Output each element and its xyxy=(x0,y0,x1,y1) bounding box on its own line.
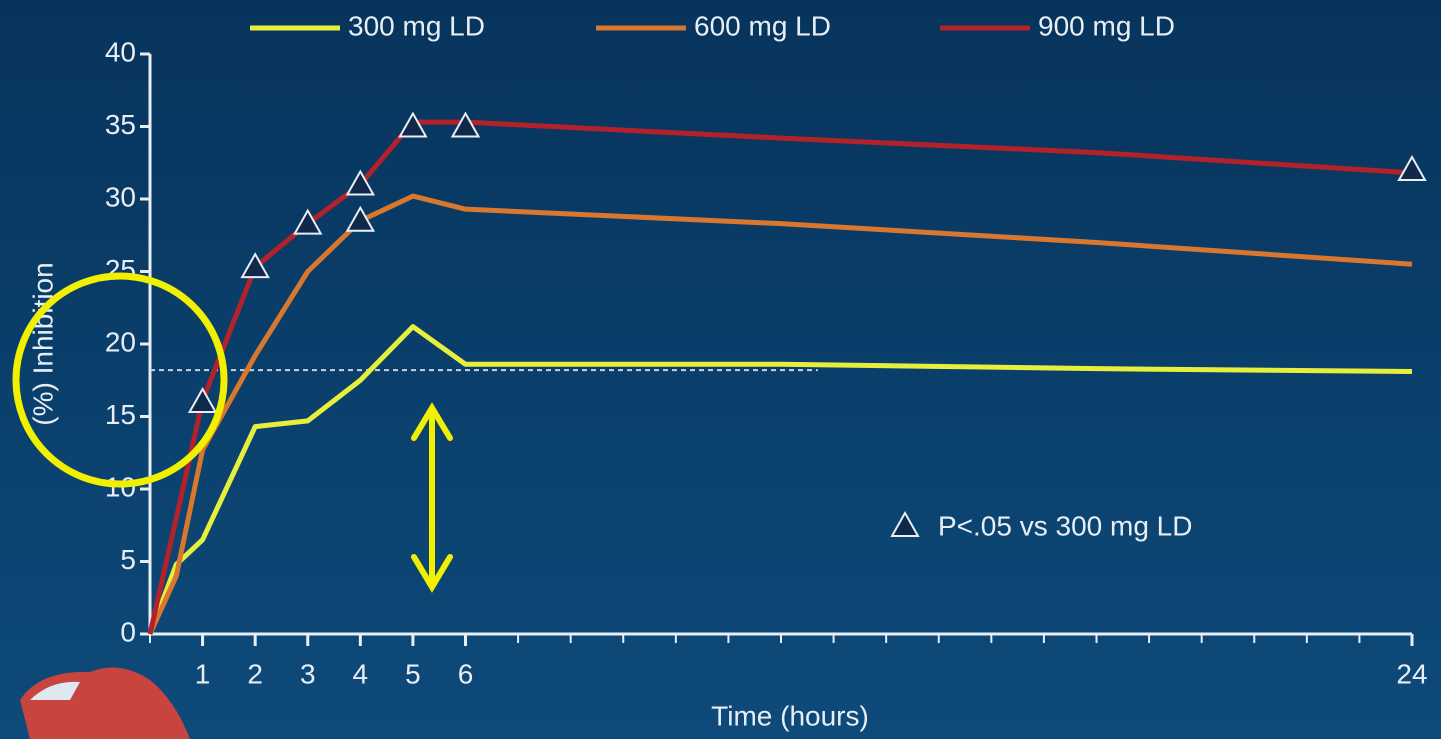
x-tick-label: 2 xyxy=(247,658,263,689)
significance-marker xyxy=(345,169,376,196)
logo xyxy=(20,667,190,739)
x-tick-label: 5 xyxy=(405,658,421,689)
highlight-circle xyxy=(12,272,228,488)
significance-marker xyxy=(187,386,218,413)
y-tick-label: 30 xyxy=(105,181,136,212)
y-tick-label: 35 xyxy=(105,109,136,140)
legend-label: 600 mg LD xyxy=(694,10,831,41)
legend-marker xyxy=(890,510,920,537)
x-tick-label: 24 xyxy=(1396,658,1427,689)
significance-marker xyxy=(398,111,428,138)
x-tick-label: 4 xyxy=(353,658,369,689)
y-axis-title: (%) Inhibition xyxy=(27,262,58,425)
y-tick-label: 40 xyxy=(105,36,136,67)
marker-label: P<.05 vs 300 mg LD xyxy=(938,510,1192,541)
legend-label: 300 mg LD xyxy=(348,10,485,41)
x-tick-label: 3 xyxy=(300,658,316,689)
x-tick-label: 1 xyxy=(195,658,211,689)
x-axis-title: Time (hours) xyxy=(711,700,869,731)
significance-marker xyxy=(293,208,323,235)
x-tick-label: 6 xyxy=(458,658,474,689)
legend-label: 900 mg LD xyxy=(1038,10,1175,41)
y-tick-label: 20 xyxy=(105,326,136,357)
significance-marker xyxy=(345,205,376,232)
y-tick-label: 0 xyxy=(120,616,136,647)
y-tick-label: 25 xyxy=(105,254,136,285)
significance-marker xyxy=(450,111,481,138)
y-tick-label: 15 xyxy=(105,399,136,430)
y-tick-label: 5 xyxy=(120,544,136,575)
series-line xyxy=(147,324,1413,635)
significance-marker xyxy=(240,252,270,279)
significance-marker xyxy=(1397,154,1427,181)
double-arrow xyxy=(411,402,453,593)
